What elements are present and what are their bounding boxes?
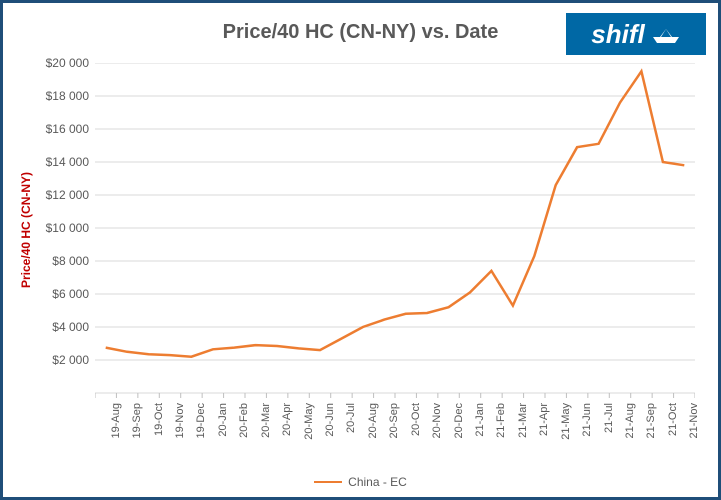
x-tick-label: 21-Aug (624, 403, 636, 438)
x-tick-marks (95, 393, 695, 398)
x-tick-label: 20-Nov (431, 403, 443, 438)
x-tick-label: 21-Mar (517, 403, 529, 438)
x-tick-label: 21-Feb (495, 403, 507, 438)
x-tick-label: 21-Jan (474, 403, 486, 437)
x-tick-label: 19-Aug (110, 403, 122, 438)
x-tick-label: 20-Sep (388, 403, 400, 438)
y-tick-label: $16 000 (3, 122, 89, 136)
x-tick-label: 20-Aug (367, 403, 379, 438)
y-tick-label: $8 000 (3, 254, 89, 268)
chart-container: Price/40 HC (CN-NY) vs. Date shifl Price… (0, 0, 721, 500)
x-tick-label: 21-Sep (645, 403, 657, 438)
y-tick-label: $18 000 (3, 89, 89, 103)
brand-logo: shifl (566, 13, 706, 55)
x-tick-label: 21-May (560, 403, 572, 440)
gridlines (95, 63, 695, 393)
x-tick-label: 20-May (303, 403, 315, 440)
x-tick-label: 19-Nov (174, 403, 186, 438)
y-tick-label: $14 000 (3, 155, 89, 169)
x-tick-label: 20-Jan (217, 403, 229, 437)
x-tick-label: 20-Dec (453, 403, 465, 438)
y-tick-label: $4 000 (3, 320, 89, 334)
x-tick-label: 21-Oct (667, 403, 679, 436)
y-tick-label: $20 000 (3, 56, 89, 70)
x-tick-label: 21-Jul (603, 403, 615, 433)
line-series-china-ec (106, 71, 685, 356)
y-tick-label: $10 000 (3, 221, 89, 235)
x-tick-label: 20-Jul (345, 403, 357, 433)
legend-label: China - EC (348, 475, 407, 489)
plot-area (95, 63, 695, 399)
y-tick-label: $2 000 (3, 353, 89, 367)
y-tick-label: $12 000 (3, 188, 89, 202)
x-tick-label: 20-Apr (281, 403, 293, 436)
x-tick-label: 19-Oct (153, 403, 165, 436)
legend-swatch (314, 481, 342, 483)
x-tick-label: 20-Mar (260, 403, 272, 438)
x-tick-label: 20-Feb (238, 403, 250, 438)
x-tick-label: 21-Jun (581, 403, 593, 437)
x-tick-label: 19-Dec (195, 403, 207, 438)
paper-boat-icon (651, 23, 681, 45)
x-tick-label: 21-Nov (688, 403, 700, 438)
legend: China - EC (3, 475, 718, 489)
x-tick-label: 20-Oct (410, 403, 422, 436)
x-tick-label: 21-Apr (538, 403, 550, 436)
x-tick-label: 20-Jun (324, 403, 336, 437)
x-tick-label: 19-Sep (131, 403, 143, 438)
y-tick-label: $6 000 (3, 287, 89, 301)
brand-logo-text: shifl (591, 19, 644, 50)
